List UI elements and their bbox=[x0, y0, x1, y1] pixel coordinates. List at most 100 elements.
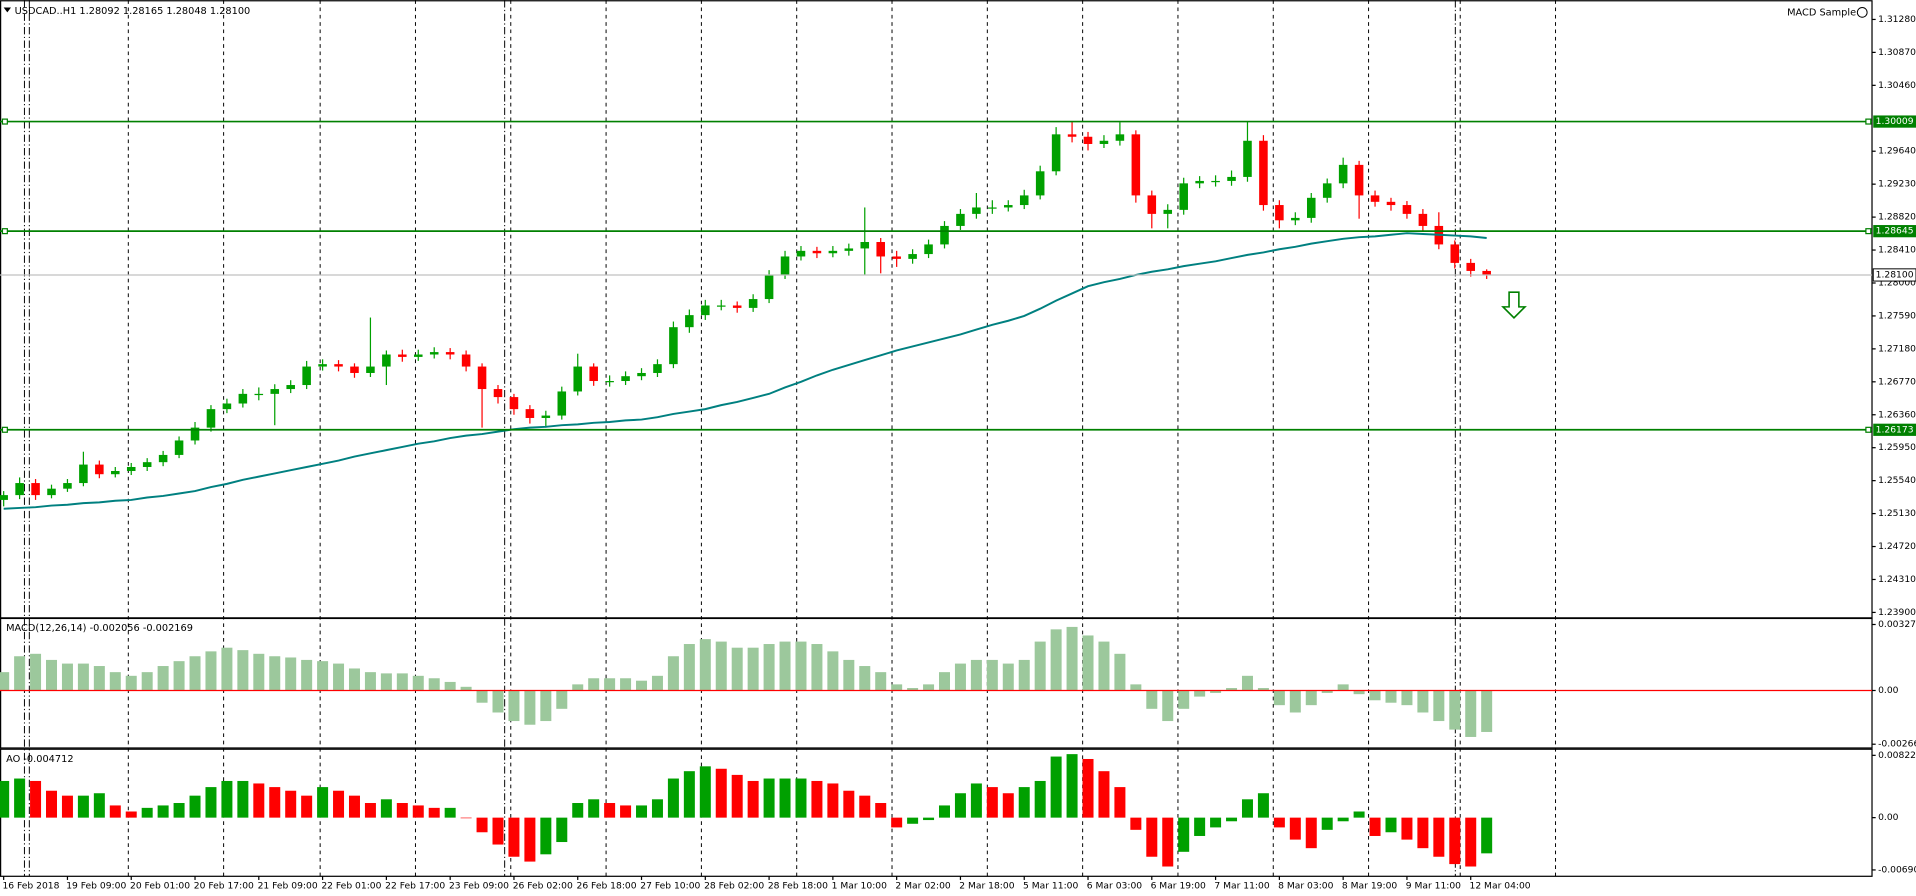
candle-body bbox=[111, 471, 120, 475]
macd-bar bbox=[763, 644, 775, 691]
candle-body bbox=[605, 381, 614, 383]
ao-bar bbox=[460, 817, 472, 819]
candle-body bbox=[382, 354, 391, 367]
x-tick-label: 26 Feb 18:00 bbox=[577, 881, 637, 892]
y-tick-label: 1.29640 bbox=[1878, 146, 1916, 157]
ao-bar bbox=[1433, 817, 1445, 857]
candle-body bbox=[1370, 195, 1380, 202]
x-tick-label: 26 Feb 02:00 bbox=[513, 881, 573, 892]
macd-bar bbox=[157, 666, 169, 691]
ao-bar bbox=[1162, 817, 1174, 867]
ao-bar bbox=[683, 771, 695, 818]
y-tick-label: 1.27180 bbox=[1878, 343, 1916, 354]
level-handle bbox=[1, 118, 8, 125]
candle-body bbox=[716, 305, 726, 307]
x-tick-label: 2 Mar 18:00 bbox=[959, 881, 1014, 892]
macd-bar bbox=[125, 675, 137, 691]
candle-body bbox=[1004, 205, 1013, 208]
macd-bar bbox=[1433, 690, 1445, 722]
candle-body bbox=[79, 464, 88, 484]
ao-bar bbox=[508, 817, 520, 857]
candle-body bbox=[780, 256, 790, 275]
macd-bar bbox=[1018, 659, 1030, 691]
ao-bar bbox=[1194, 817, 1206, 836]
candle-body bbox=[1322, 183, 1332, 198]
x-tick-label: 28 Feb 02:00 bbox=[704, 881, 764, 892]
macd-bar bbox=[269, 656, 281, 691]
y-tick-label: 1.28820 bbox=[1878, 212, 1916, 223]
ao-bar bbox=[380, 799, 392, 818]
macd-bar bbox=[1305, 690, 1317, 706]
macd-bar bbox=[412, 675, 424, 691]
candle-body bbox=[429, 352, 439, 355]
ao-bar bbox=[667, 778, 679, 818]
macd-bar bbox=[572, 684, 584, 691]
candle-body bbox=[1402, 205, 1412, 214]
candle-body bbox=[1099, 140, 1109, 144]
macd-bar bbox=[923, 684, 935, 691]
macd-bar bbox=[61, 663, 73, 691]
macd-bar bbox=[237, 650, 249, 691]
ao-bar bbox=[763, 778, 775, 818]
candle-body bbox=[1179, 183, 1188, 210]
macd-bar bbox=[173, 661, 185, 691]
candle-body bbox=[748, 299, 758, 308]
candle-body bbox=[860, 242, 870, 249]
macd-bar bbox=[1401, 690, 1413, 706]
ao-bar bbox=[1257, 793, 1269, 818]
ao-bar bbox=[556, 817, 568, 843]
y-tick-label: 1.25950 bbox=[1878, 442, 1916, 453]
macd-bar bbox=[476, 690, 488, 703]
macd-bar bbox=[1417, 690, 1429, 713]
candle-body bbox=[366, 366, 375, 373]
ao-bar bbox=[1353, 811, 1365, 818]
ao-bar bbox=[0, 780, 10, 818]
candle-body bbox=[637, 372, 646, 377]
y-tick-label: 1.28000 bbox=[1878, 277, 1916, 288]
macd-bar bbox=[1098, 641, 1110, 691]
y-tick-label: -0.006902 bbox=[1878, 864, 1916, 875]
ao-bar bbox=[285, 790, 297, 818]
ao-bar bbox=[1321, 817, 1333, 830]
ao-bar bbox=[317, 787, 329, 818]
level-label: 1.26173 bbox=[1876, 424, 1914, 435]
y-tick-label: 1.28410 bbox=[1878, 245, 1916, 256]
macd-bar bbox=[1114, 653, 1126, 691]
macd-bar bbox=[492, 690, 504, 713]
candle-body bbox=[1466, 262, 1476, 271]
ao-title: AO -0.004712 bbox=[6, 754, 73, 765]
candle-body bbox=[541, 415, 551, 418]
ao-bar bbox=[588, 799, 600, 818]
macd-bar bbox=[683, 644, 695, 691]
expert-name: MACD Sample bbox=[1787, 7, 1856, 18]
candle-body bbox=[302, 366, 311, 386]
ao-bar bbox=[1002, 793, 1014, 818]
macd-bar bbox=[1465, 690, 1477, 737]
ao-bar bbox=[572, 803, 584, 818]
candle-body bbox=[477, 366, 487, 390]
macd-bar bbox=[1353, 690, 1365, 695]
macd-bar bbox=[205, 651, 217, 691]
x-tick-label: 2 Mar 02:00 bbox=[895, 881, 950, 892]
candle-body bbox=[1482, 270, 1491, 275]
macd-bar bbox=[364, 672, 376, 691]
ao-bar bbox=[253, 783, 265, 818]
candle-body bbox=[1354, 164, 1364, 196]
candle-body bbox=[1211, 180, 1220, 183]
macd-bar bbox=[1178, 690, 1190, 709]
candle-body bbox=[653, 364, 662, 373]
candle-body bbox=[254, 393, 264, 396]
ao-bar bbox=[46, 790, 58, 818]
ao-bar bbox=[1385, 817, 1397, 833]
ao-bar bbox=[333, 790, 345, 818]
ao-bar bbox=[1114, 787, 1126, 818]
ao-bar bbox=[189, 795, 201, 818]
candle-body bbox=[63, 483, 72, 489]
candle-body bbox=[398, 354, 407, 357]
ao-bar bbox=[1082, 758, 1094, 818]
candle-body bbox=[493, 389, 503, 398]
ao-bar bbox=[1417, 817, 1429, 849]
macd-bar bbox=[333, 663, 345, 691]
macd-bar bbox=[588, 678, 600, 691]
macd-bar bbox=[843, 659, 855, 691]
